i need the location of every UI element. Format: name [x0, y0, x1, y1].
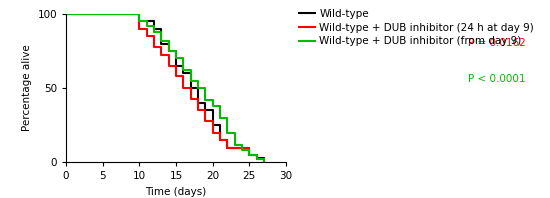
Y-axis label: Percentage alive: Percentage alive — [22, 45, 32, 131]
Text: P < 0.0001: P < 0.0001 — [468, 74, 525, 84]
Text: P = 0.0162: P = 0.0162 — [468, 38, 525, 48]
Legend: Wild-type, Wild-type + DUB inhibitor (24 h at day 9), Wild-type + DUB inhibitor : Wild-type, Wild-type + DUB inhibitor (24… — [299, 9, 534, 47]
X-axis label: Time (days): Time (days) — [145, 187, 207, 197]
